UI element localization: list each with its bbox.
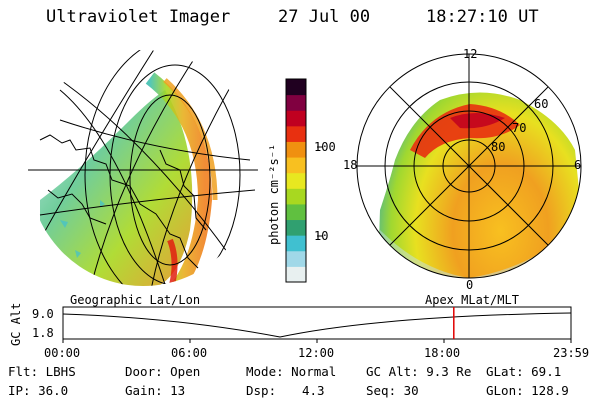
footer-gc-alt: GC Alt: 9.3 Re xyxy=(366,364,472,379)
polar-image xyxy=(356,53,582,279)
colorbar-unit-label: photon cm⁻²s⁻¹ xyxy=(267,143,281,245)
colorbar-segment xyxy=(286,110,306,127)
left-panel-caption: Geographic Lat/Lon xyxy=(70,293,201,307)
polar-emission xyxy=(379,92,581,278)
right-panel-caption: Apex MLat/MLT xyxy=(425,293,519,307)
colorbar-segment xyxy=(286,79,306,96)
colorbar-segment xyxy=(286,125,306,142)
colorbar-segment xyxy=(286,235,306,252)
footer-ip: IP: 36.0 xyxy=(8,383,69,398)
footer-dsp-value: 4.3 xyxy=(302,383,325,398)
colorbar-segment xyxy=(286,250,306,267)
mlt-label-12: 12 xyxy=(463,47,478,61)
colorbar-segment xyxy=(286,172,306,189)
observation-time: 18:27:10 UT xyxy=(426,7,539,27)
altitude-axis-label: GC Alt xyxy=(9,302,23,346)
colorbar-segment xyxy=(286,188,306,205)
altitude-curve xyxy=(62,312,572,338)
altitude-tick-low: 1.8 xyxy=(32,326,54,340)
colorbar-segment xyxy=(286,141,306,158)
footer-gain: Gain: 13 xyxy=(125,383,186,398)
colorbar-segment xyxy=(286,203,306,221)
instrument-title: Ultraviolet Imager xyxy=(46,7,231,27)
time-tick-1800: 18:00 xyxy=(424,346,461,360)
footer-glat: GLat: 69.1 xyxy=(486,364,562,379)
altitude-plot xyxy=(62,306,572,343)
colorbar-segment xyxy=(286,157,306,174)
mlt-label-18: 18 xyxy=(343,158,358,172)
footer-door: Door: Open xyxy=(125,364,201,379)
lat-label-60: 60 xyxy=(534,97,549,111)
footer-flt: Flt: LBHS xyxy=(8,364,76,379)
footer-glon: GLon: 128.9 xyxy=(486,383,569,398)
colorbar-segment xyxy=(286,219,306,236)
time-tick-0600: 06:00 xyxy=(171,346,208,360)
mlt-label-6: 6 xyxy=(574,158,582,172)
lat-label-70: 70 xyxy=(512,121,527,135)
footer-dsp-label: Dsp: xyxy=(246,383,277,398)
geographic-image xyxy=(28,50,258,286)
colorbar xyxy=(285,78,307,283)
time-tick-0000: 00:00 xyxy=(44,346,81,360)
footer-seq: Seq: 30 xyxy=(366,383,419,398)
time-tick-1200: 12:00 xyxy=(298,346,335,360)
auroral-disk xyxy=(40,90,193,286)
colorbar-frame xyxy=(285,78,307,283)
colorbar-tick-10: 10 xyxy=(314,229,329,243)
observation-date: 27 Jul 00 xyxy=(278,7,371,27)
altitude-tick-high: 9.0 xyxy=(32,307,54,321)
coastline xyxy=(39,134,207,269)
auroral-arc xyxy=(145,72,213,286)
colorbar-tick-100: 100 xyxy=(314,140,336,154)
mlt-label-0: 0 xyxy=(466,278,474,292)
colorbar-segment xyxy=(286,94,306,111)
footer-mode: Mode: Normal xyxy=(246,364,337,379)
time-tick-2359: 23:59 xyxy=(553,346,590,360)
lat-label-80: 80 xyxy=(491,140,506,154)
colorbar-segment xyxy=(286,266,306,283)
